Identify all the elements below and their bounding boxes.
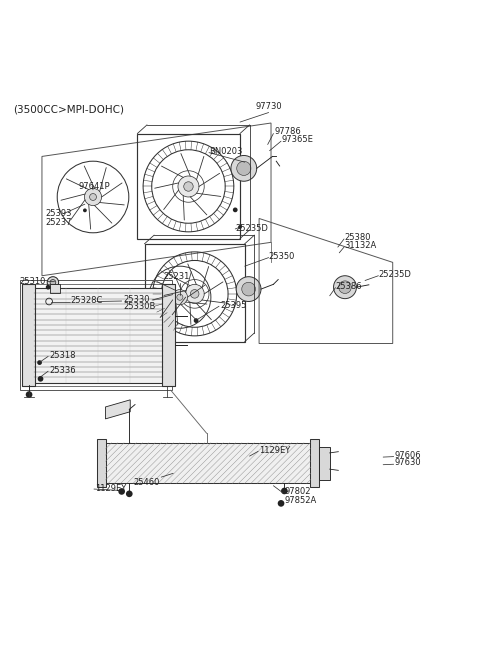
- Bar: [22, 284, 35, 386]
- Text: 97630: 97630: [395, 458, 421, 468]
- Text: 97786: 97786: [275, 127, 301, 136]
- Circle shape: [334, 276, 357, 298]
- Text: 97365E: 97365E: [282, 135, 314, 144]
- Circle shape: [281, 488, 288, 494]
- Circle shape: [194, 318, 199, 323]
- Circle shape: [172, 290, 188, 305]
- Circle shape: [233, 208, 238, 212]
- Text: 97802: 97802: [284, 488, 311, 496]
- Text: 25336: 25336: [49, 366, 76, 375]
- Text: 25330: 25330: [123, 295, 150, 304]
- Circle shape: [163, 327, 168, 332]
- Text: 31132A: 31132A: [344, 241, 376, 250]
- Circle shape: [191, 290, 199, 298]
- Circle shape: [278, 500, 284, 507]
- Bar: [50, 284, 60, 293]
- Bar: [20, 280, 172, 390]
- Text: 25237: 25237: [45, 218, 72, 227]
- Circle shape: [184, 182, 193, 191]
- Circle shape: [83, 208, 87, 212]
- Circle shape: [185, 284, 204, 304]
- Text: 25310: 25310: [20, 277, 46, 286]
- Bar: [106, 443, 311, 484]
- Text: (3500CC>MPI-DOHC): (3500CC>MPI-DOHC): [13, 105, 124, 115]
- Text: 1129EY: 1129EY: [259, 446, 290, 455]
- Text: 25386: 25386: [336, 282, 362, 291]
- Circle shape: [178, 176, 199, 197]
- Bar: [310, 439, 319, 487]
- Circle shape: [118, 488, 125, 495]
- Bar: [97, 439, 107, 487]
- Bar: [144, 244, 245, 342]
- Text: 97606: 97606: [395, 451, 421, 460]
- Text: 97641P: 97641P: [79, 182, 110, 190]
- Polygon shape: [106, 400, 130, 419]
- Circle shape: [231, 155, 257, 181]
- Circle shape: [50, 280, 56, 285]
- Text: 25235D: 25235D: [378, 270, 411, 279]
- Circle shape: [242, 282, 255, 296]
- Text: 1129EY: 1129EY: [95, 484, 126, 493]
- Text: 25393: 25393: [45, 209, 72, 218]
- Bar: [34, 288, 163, 383]
- Text: 25395: 25395: [220, 301, 246, 310]
- Circle shape: [237, 161, 251, 175]
- Text: 25460: 25460: [134, 478, 160, 487]
- Circle shape: [37, 360, 42, 365]
- Circle shape: [236, 276, 261, 302]
- Text: 25235D: 25235D: [235, 224, 268, 234]
- Circle shape: [37, 376, 43, 382]
- Text: 25231: 25231: [164, 272, 190, 282]
- Text: BN0203: BN0203: [209, 147, 242, 156]
- Text: 25330B: 25330B: [123, 302, 156, 311]
- Text: 25328C: 25328C: [71, 296, 103, 305]
- Circle shape: [47, 276, 59, 288]
- Circle shape: [126, 490, 132, 497]
- Text: 25380: 25380: [344, 233, 371, 242]
- Circle shape: [26, 391, 33, 398]
- Bar: [162, 284, 175, 386]
- Bar: [319, 447, 330, 480]
- Bar: [137, 133, 240, 238]
- Circle shape: [90, 194, 96, 200]
- Circle shape: [339, 281, 351, 294]
- Circle shape: [177, 294, 183, 300]
- Text: 97852A: 97852A: [284, 496, 317, 505]
- Text: 97730: 97730: [255, 102, 282, 111]
- Circle shape: [46, 285, 50, 290]
- Text: 25350: 25350: [269, 252, 295, 261]
- Circle shape: [84, 188, 102, 206]
- Text: 25318: 25318: [49, 351, 76, 360]
- Circle shape: [238, 225, 242, 229]
